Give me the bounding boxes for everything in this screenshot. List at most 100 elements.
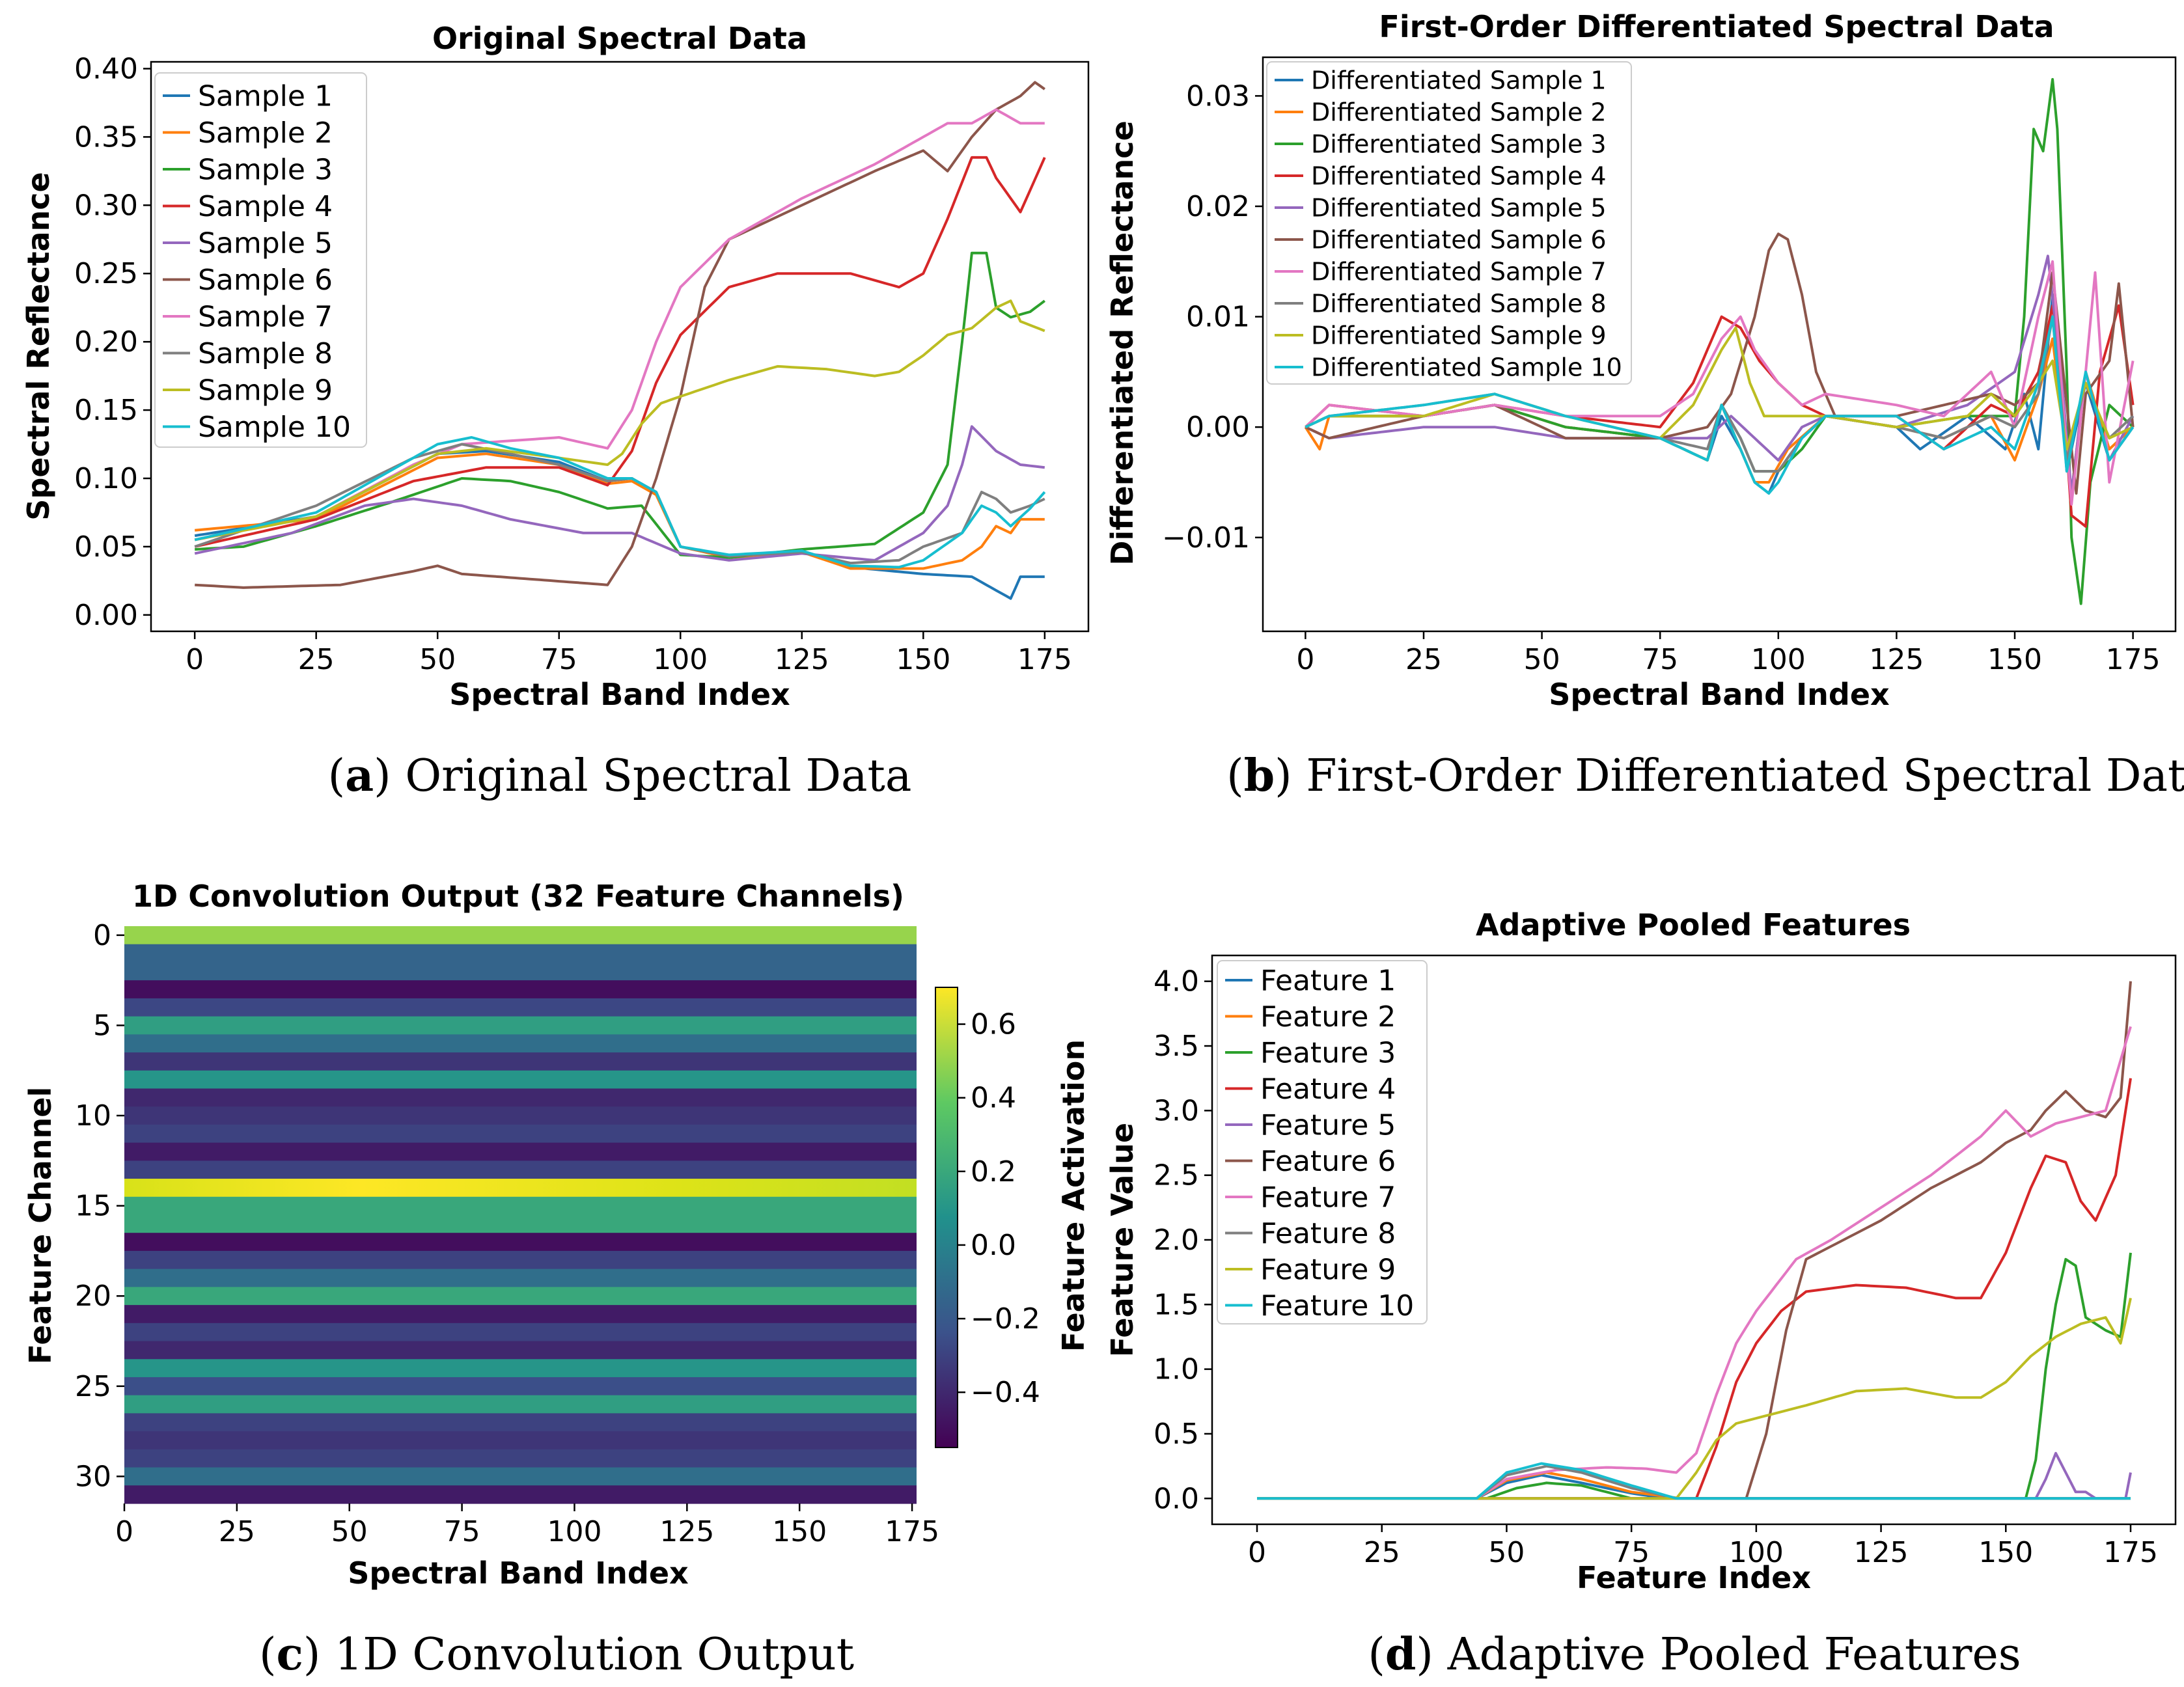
legend-entry: Feature 9 <box>1260 1253 1396 1286</box>
legend-entry: Sample 1 <box>198 79 333 113</box>
y-tick-label: 20 <box>75 1280 111 1313</box>
legend-entry: Differentiated Sample 4 <box>1311 161 1607 190</box>
legend-entry: Sample 2 <box>198 117 333 150</box>
x-axis-label-b: Spectral Band Index <box>1549 677 1889 712</box>
legend-entry: Feature 7 <box>1260 1181 1396 1214</box>
legend-entry: Feature 2 <box>1260 1000 1396 1034</box>
heatmap-row <box>124 1431 917 1450</box>
y-tick-label: 10 <box>75 1099 111 1132</box>
x-tick-label: 0 <box>115 1515 133 1548</box>
heatmap-row <box>124 1034 917 1053</box>
series-line <box>194 156 1046 548</box>
colorbar-tick-label: 0.0 <box>971 1229 1016 1262</box>
x-tick-label: 175 <box>885 1515 939 1548</box>
heatmap-row <box>124 1323 917 1342</box>
heatmap-row <box>124 1269 917 1287</box>
heatmap-row <box>124 1106 917 1125</box>
series-line <box>1257 1297 2132 1500</box>
heatmap-row <box>124 1467 917 1486</box>
heatmap-row <box>124 1214 917 1233</box>
heatmap-row <box>124 1179 917 1198</box>
colorbar-gradient <box>935 987 958 1448</box>
x-tick-label: 150 <box>772 1515 827 1548</box>
x-tick-label: 0 <box>186 643 204 676</box>
series-line <box>1305 326 2134 451</box>
heatmap-row <box>124 1413 917 1432</box>
y-ticks-b: −0.01 0.00 0.01 0.02 0.03 <box>1162 79 1263 555</box>
y-tick-label: 0.0 <box>1154 1482 1199 1515</box>
x-tick-label: 100 <box>1729 1536 1784 1569</box>
x-tick-label: 25 <box>1405 643 1442 676</box>
heatmap-row <box>124 1395 917 1414</box>
legend-frame <box>154 72 367 448</box>
legend-entry: Feature 3 <box>1260 1036 1396 1069</box>
heatmap-row <box>124 1142 917 1161</box>
x-tick-label: 125 <box>775 643 829 676</box>
y-ticks-a: 0.00 0.05 0.10 0.15 0.20 0.25 0.30 0.35 0.40 <box>74 52 151 632</box>
y-tick-label: 0.20 <box>74 325 138 359</box>
x-tick-label: 150 <box>896 643 950 676</box>
legend-frame <box>1217 960 1428 1324</box>
legend-entry: Differentiated Sample 5 <box>1311 193 1607 222</box>
x-tick-label: 100 <box>1751 643 1806 676</box>
x-tick-label: 50 <box>419 643 456 676</box>
y-axis-label-b: Differentiated Reflectance <box>1105 120 1140 565</box>
x-tick-label: 0 <box>1296 643 1314 676</box>
axes-frame-b <box>1262 56 2177 633</box>
legend-entry: Differentiated Sample 9 <box>1311 321 1607 350</box>
heatmap-row <box>124 1016 917 1035</box>
y-tick-label: 0.05 <box>74 530 138 564</box>
heatmap-row <box>124 1449 917 1468</box>
y-tick-label: 0.25 <box>74 257 138 290</box>
legend-entry: Differentiated Sample 8 <box>1311 289 1607 318</box>
x-axis-label-d: Feature Index <box>1577 1560 1811 1595</box>
x-tick-label: 150 <box>1987 643 2042 676</box>
legend-entry: Sample 10 <box>198 411 351 444</box>
x-tick-label: 25 <box>219 1515 255 1548</box>
heatmap-row <box>124 1160 917 1179</box>
y-tick-label: 3.5 <box>1154 1030 1199 1063</box>
y-tick-label: 1.5 <box>1154 1288 1199 1321</box>
series-line <box>194 299 1045 542</box>
y-tick-label: 0.01 <box>1186 301 1250 334</box>
chart-title-a: Original Spectral Data <box>432 21 807 56</box>
x-tick-label: 175 <box>1017 643 1072 676</box>
series-line <box>195 452 1045 570</box>
x-tick-label: 0 <box>1248 1536 1266 1569</box>
legend-entry: Sample 8 <box>198 337 333 370</box>
legend-entry: Feature 10 <box>1260 1289 1414 1323</box>
heatmap-row <box>124 1250 917 1270</box>
heatmap-row <box>124 962 917 981</box>
x-tick-label: 25 <box>298 643 335 676</box>
panel-original-spectral: Original Spectral Data 0 25 50 75 100 125 150 1… <box>21 21 1090 712</box>
heatmap-row <box>124 1233 917 1252</box>
x-tick-label: 125 <box>659 1515 714 1548</box>
legend-entry: Sample 9 <box>198 374 333 407</box>
heatmap-row <box>124 1341 917 1360</box>
legend-entry: Sample 7 <box>198 300 333 333</box>
legend-entry: Differentiated Sample 2 <box>1311 98 1607 126</box>
heatmap-row <box>124 1070 917 1090</box>
series-line <box>1257 1464 2131 1500</box>
heatmap-row <box>124 1196 917 1216</box>
x-tick-label: 50 <box>331 1515 368 1548</box>
y-tick-label: 0 <box>93 919 111 952</box>
heatmap-cells <box>124 926 917 1504</box>
heatmap-row <box>124 1359 917 1378</box>
plot-area-a <box>194 81 1046 600</box>
y-tick-label: 0.5 <box>1154 1418 1199 1451</box>
x-tick-label: 125 <box>1854 1536 1909 1569</box>
series-line <box>1305 315 2135 495</box>
series-line <box>1257 1462 2131 1500</box>
legend-entry: Differentiated Sample 6 <box>1311 225 1607 254</box>
legend-entry: Feature 1 <box>1260 964 1396 997</box>
x-tick-label: 50 <box>1524 643 1560 676</box>
legend-entry: Feature 8 <box>1260 1217 1396 1250</box>
y-tick-label: 5 <box>93 1009 111 1042</box>
y-axis-label-a: Spectral Reflectance <box>21 172 56 520</box>
x-tick-label: 50 <box>1488 1536 1525 1569</box>
heatmap-row <box>124 998 917 1017</box>
legend-entry: Feature 4 <box>1260 1073 1396 1106</box>
